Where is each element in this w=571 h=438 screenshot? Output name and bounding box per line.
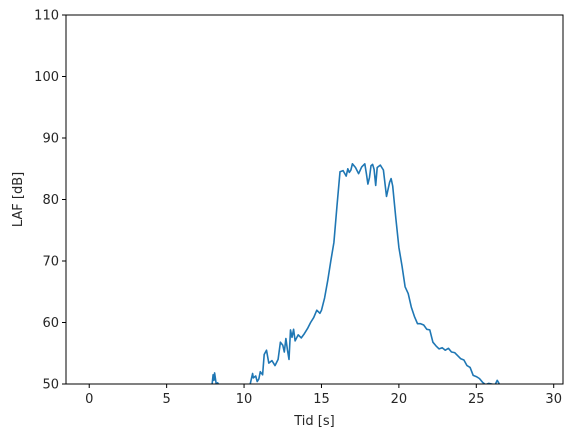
y-axis-label: LAF [dB] bbox=[11, 172, 26, 227]
x-tick-label: 25 bbox=[468, 392, 485, 407]
y-tick-label: 60 bbox=[42, 316, 59, 331]
x-axis-label: Tid [s] bbox=[293, 414, 334, 429]
y-tick-label: 70 bbox=[42, 255, 59, 270]
y-tick-label: 110 bbox=[34, 9, 59, 24]
x-tick-label: 30 bbox=[545, 392, 562, 407]
y-tick-label: 90 bbox=[42, 132, 59, 147]
axis-ticks: 0 5 10 15 20 25 30 50 60 70 80 90 100 110 bbox=[34, 9, 562, 408]
x-tick-label: 20 bbox=[391, 392, 408, 407]
series-line bbox=[211, 163, 501, 384]
series-layer bbox=[211, 163, 501, 384]
plot-frame bbox=[65, 14, 564, 385]
x-tick-label: 5 bbox=[162, 392, 170, 407]
y-tick-label: 100 bbox=[34, 70, 59, 85]
x-tick-label: 0 bbox=[85, 392, 93, 407]
x-tick-label: 15 bbox=[313, 392, 330, 407]
y-tick-label: 50 bbox=[42, 378, 59, 393]
y-tick-label: 80 bbox=[42, 193, 59, 208]
x-tick-label: 10 bbox=[236, 392, 253, 407]
